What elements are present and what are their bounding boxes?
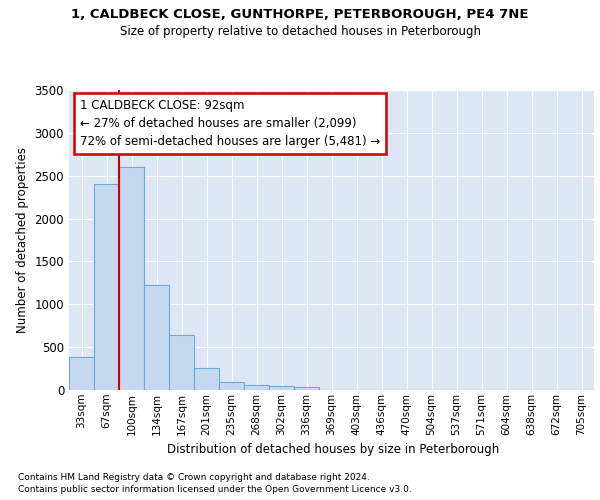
Text: Distribution of detached houses by size in Peterborough: Distribution of detached houses by size … bbox=[167, 442, 499, 456]
Text: 1 CALDBECK CLOSE: 92sqm
← 27% of detached houses are smaller (2,099)
72% of semi: 1 CALDBECK CLOSE: 92sqm ← 27% of detache… bbox=[79, 99, 380, 148]
Bar bbox=[244, 386, 269, 390]
Bar bbox=[294, 386, 319, 390]
Y-axis label: Number of detached properties: Number of detached properties bbox=[16, 147, 29, 333]
Bar bbox=[144, 284, 169, 390]
Bar bbox=[194, 368, 219, 390]
Text: Contains public sector information licensed under the Open Government Licence v3: Contains public sector information licen… bbox=[18, 485, 412, 494]
Bar bbox=[94, 184, 119, 390]
Bar bbox=[69, 356, 94, 390]
Bar bbox=[169, 335, 194, 390]
Text: Contains HM Land Registry data © Crown copyright and database right 2024.: Contains HM Land Registry data © Crown c… bbox=[18, 472, 370, 482]
Bar bbox=[269, 386, 294, 390]
Bar bbox=[119, 167, 144, 390]
Text: 1, CALDBECK CLOSE, GUNTHORPE, PETERBOROUGH, PE4 7NE: 1, CALDBECK CLOSE, GUNTHORPE, PETERBOROU… bbox=[71, 8, 529, 20]
Bar bbox=[219, 382, 244, 390]
Text: Size of property relative to detached houses in Peterborough: Size of property relative to detached ho… bbox=[119, 25, 481, 38]
